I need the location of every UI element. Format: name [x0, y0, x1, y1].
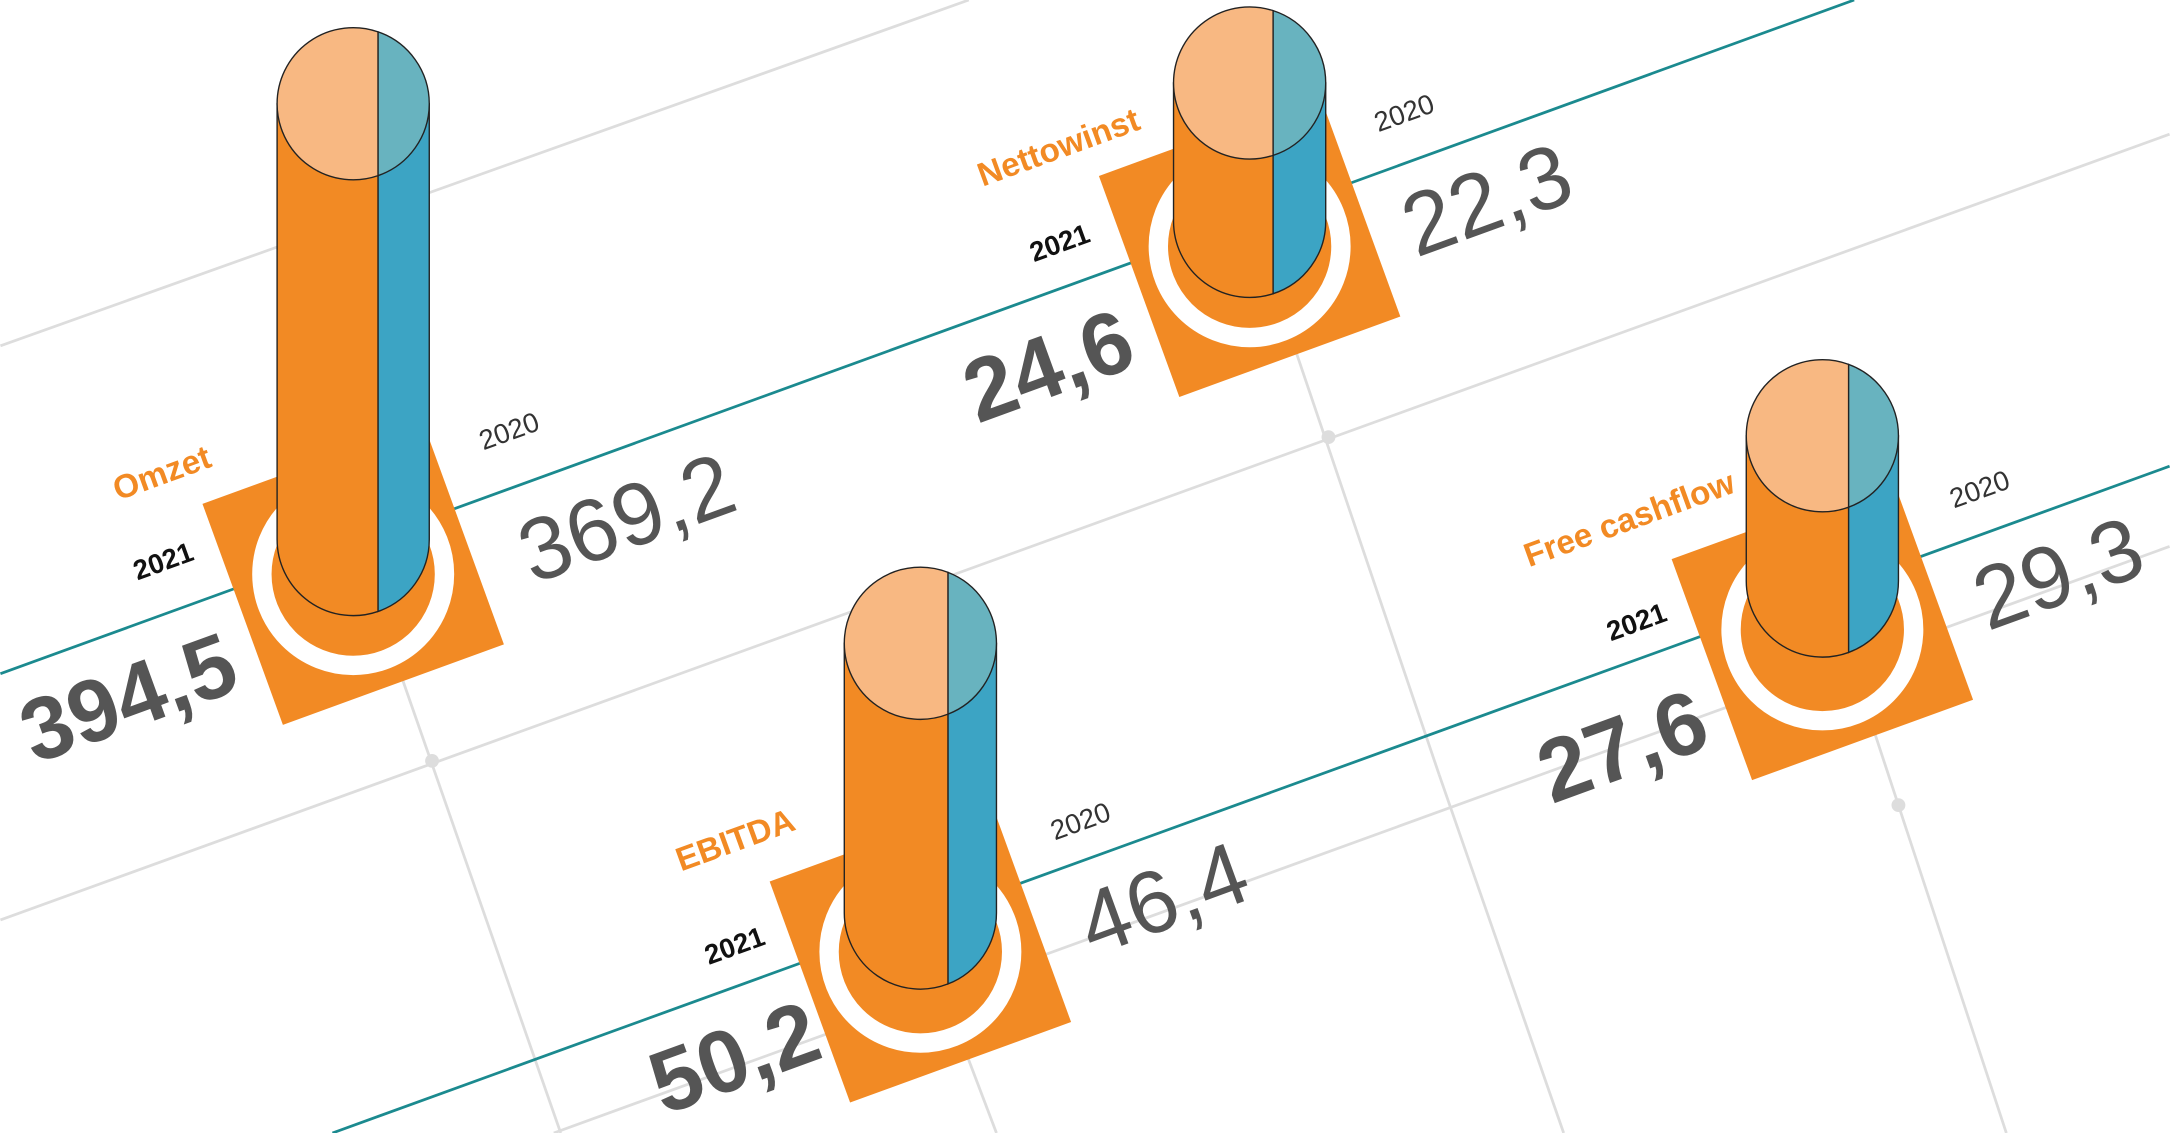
grid-line	[393, 656, 562, 1133]
value-current: 27,6	[1525, 670, 1721, 822]
year-current: 2021	[129, 536, 197, 586]
value-previous: 29,3	[1960, 497, 2156, 649]
cylinder-top-2021	[843, 566, 949, 721]
year-previous: 2020	[475, 406, 543, 456]
grid-dot	[1891, 798, 1906, 813]
value-current: 50,2	[636, 981, 832, 1133]
cylinder-2020	[947, 642, 998, 985]
metric-label: Omzet	[108, 439, 216, 508]
year-previous: 2020	[1945, 464, 2013, 514]
cylinder-2020	[377, 103, 430, 613]
cylinder-top-2020	[947, 571, 998, 716]
value-current: 24,6	[950, 290, 1146, 442]
grid-line	[1285, 324, 1441, 776]
value-previous: 369,2	[505, 433, 747, 602]
year-current: 2021	[700, 921, 768, 971]
grid-line	[0, 132, 2170, 922]
cylinder-top-2021	[1745, 359, 1850, 513]
cylinder-top-2020	[1272, 9, 1327, 157]
grid-line	[1859, 691, 2008, 1133]
cylinder-top-2020	[1847, 363, 1900, 509]
year-current: 2021	[1602, 597, 1670, 647]
value-previous: 22,3	[1389, 124, 1585, 276]
grid-dot	[425, 753, 439, 768]
year-current: 2021	[1025, 218, 1093, 268]
cylinder-top-2021	[276, 27, 379, 181]
grid-dot	[1321, 430, 1336, 445]
metric-label: EBITDA	[671, 802, 800, 879]
cylinder-2021	[276, 103, 379, 617]
year-previous: 2020	[1370, 88, 1438, 138]
grid-line	[1437, 774, 1565, 1133]
grid-line	[0, 0, 970, 348]
value-previous: 46,4	[1065, 822, 1261, 974]
cylinder-top-2021	[1172, 6, 1274, 160]
year-previous: 2020	[1046, 796, 1114, 846]
cylinder-top-2020	[377, 30, 430, 177]
value-current: 394,5	[7, 613, 249, 782]
cylinder-2021	[843, 642, 949, 990]
